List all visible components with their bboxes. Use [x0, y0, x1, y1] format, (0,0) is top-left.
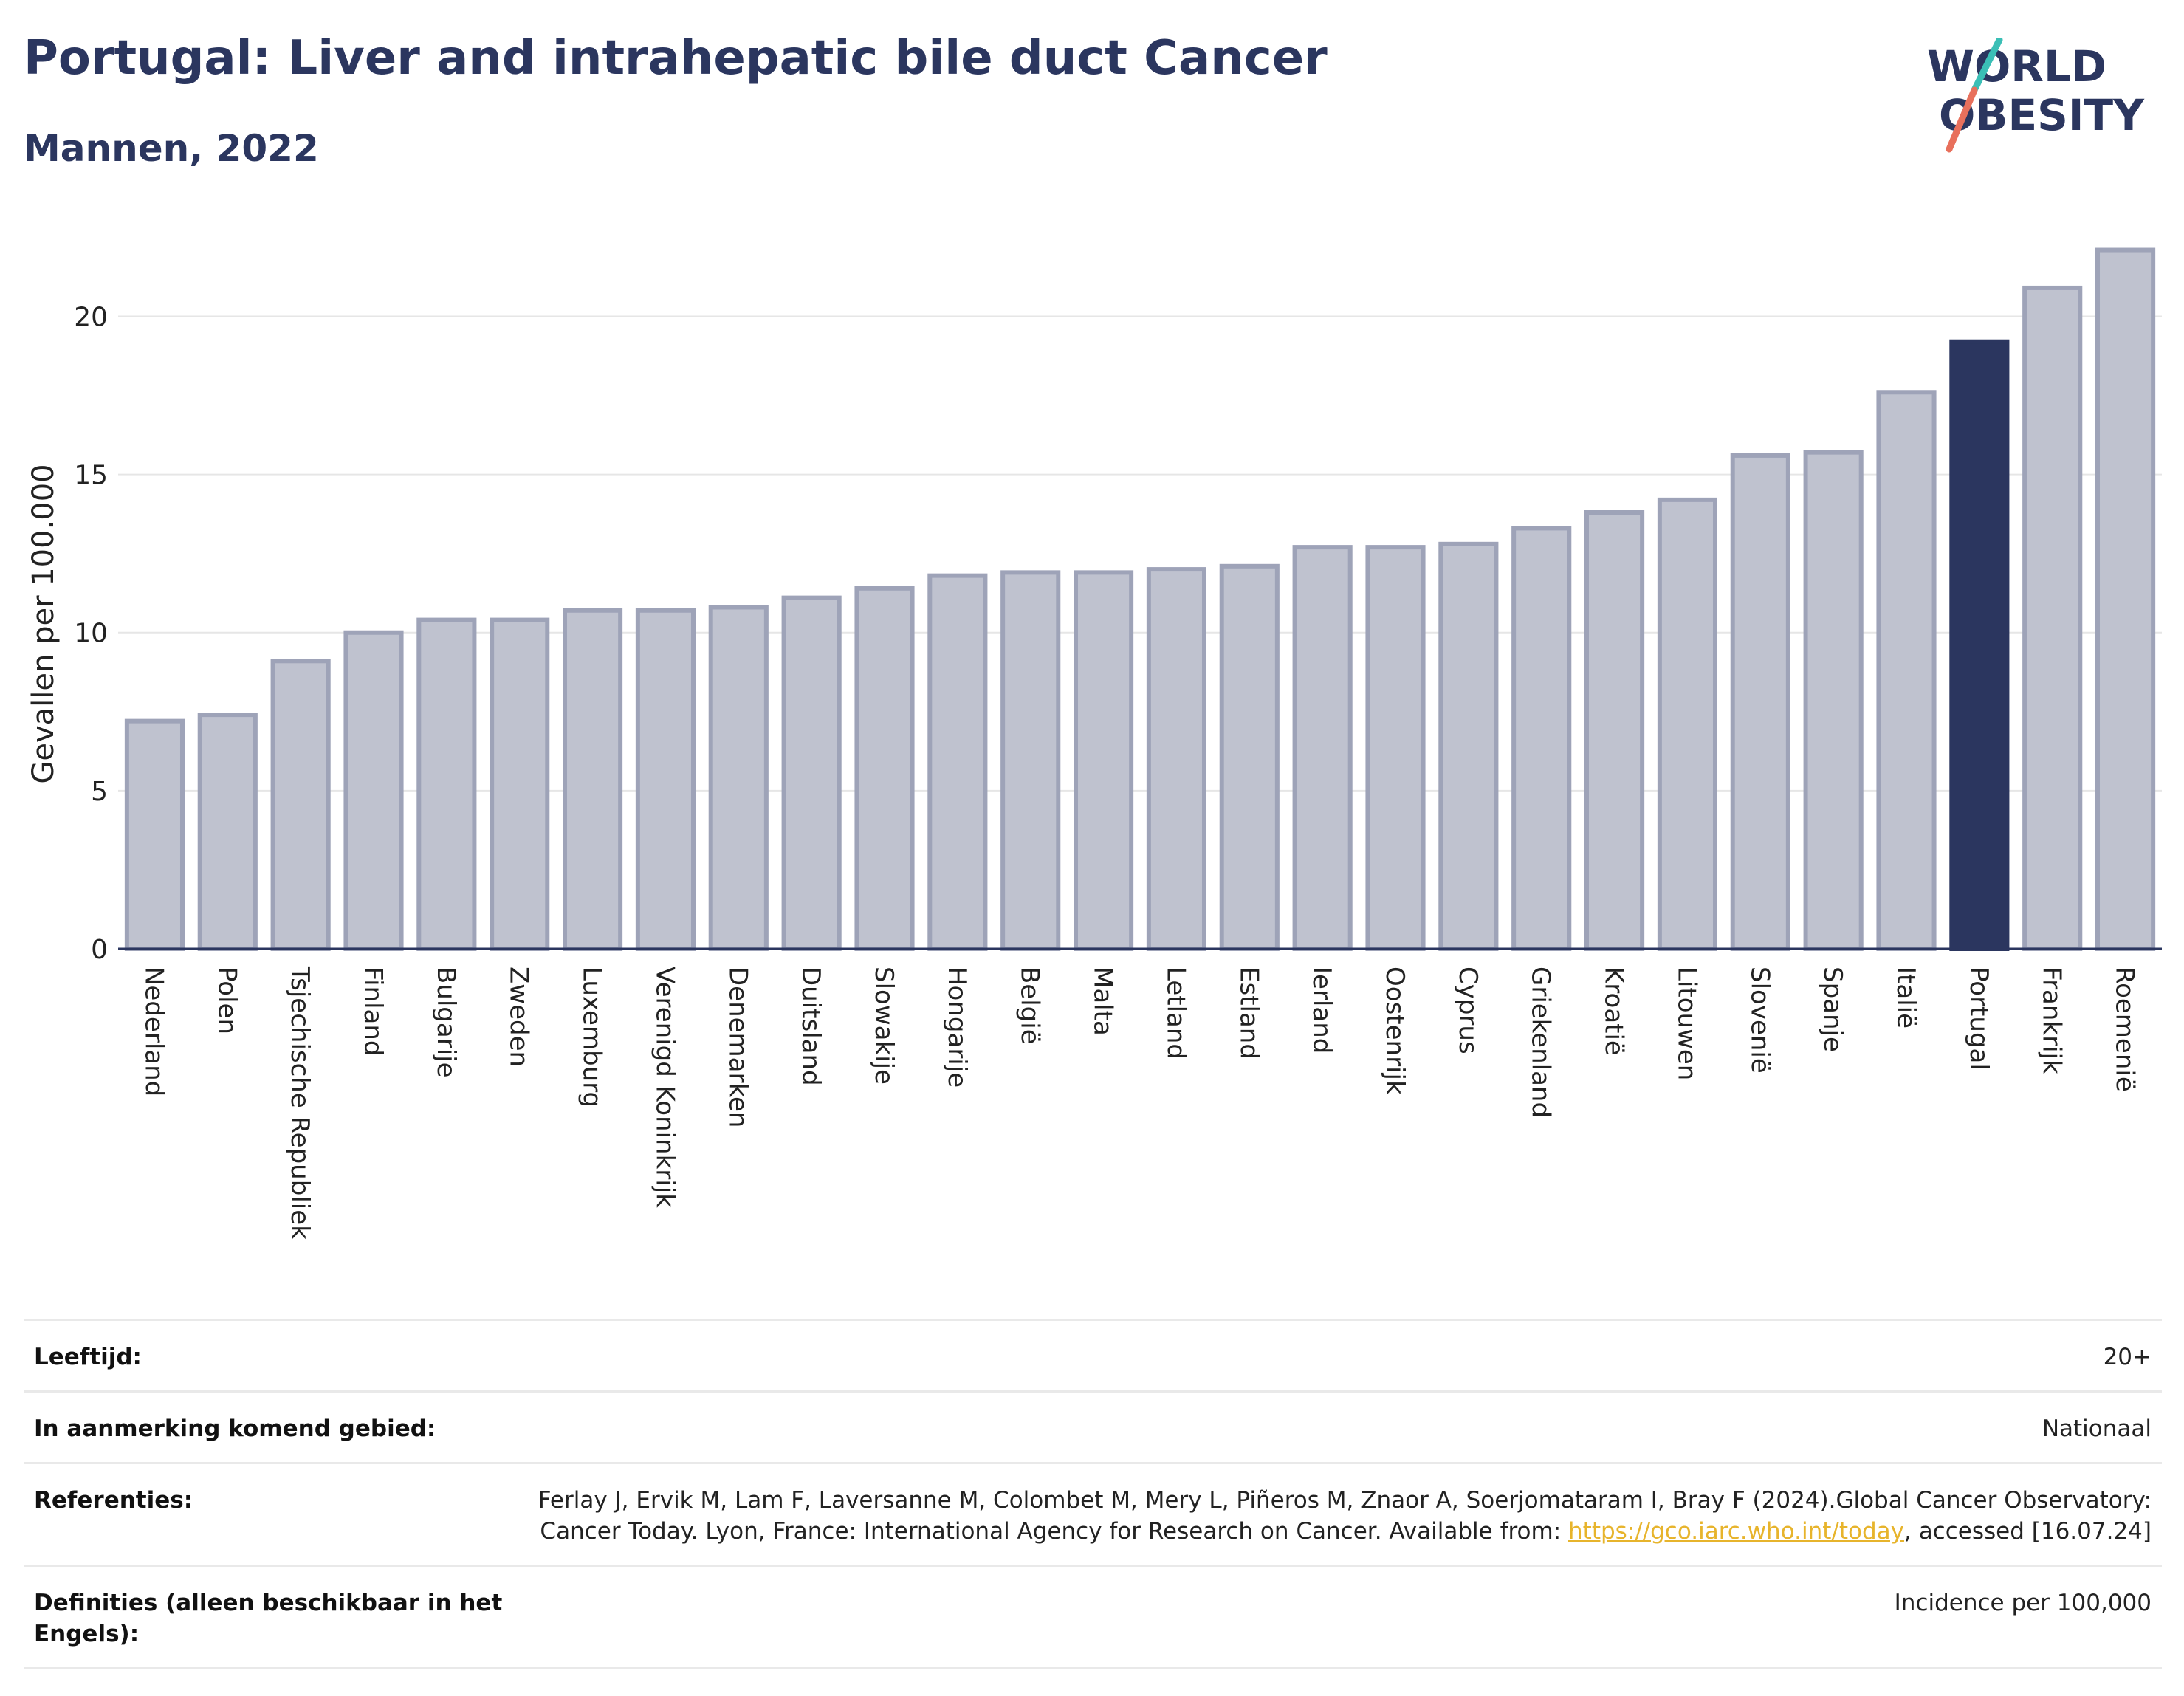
x-tick-label: Polen [212, 967, 241, 1034]
logo-slash-top [1971, 38, 2003, 94]
references-label: Referenties: [34, 1487, 193, 1514]
x-tick-label: Luxemburg [577, 967, 607, 1108]
bar-duitsland[interactable] [781, 595, 842, 951]
bar-hongarije[interactable] [927, 573, 988, 951]
y-tick-label: 10 [74, 619, 108, 649]
y-tick-label: 20 [74, 302, 108, 332]
bar-chart: 0 5 10 15 20 Nederland Polen Tsjechische Republ… [27, 247, 2162, 1240]
x-tick-label: Roemenië [2110, 967, 2140, 1092]
x-tick-label: Hongarije [942, 967, 972, 1088]
bar-estland[interactable] [1219, 563, 1280, 951]
info-row-definitions: Definities (alleen beschikbaar in het En… [24, 1565, 2162, 1669]
x-tick-label: Finland [358, 967, 388, 1057]
x-tick-label: Nederland [139, 967, 168, 1096]
bar-slowakije[interactable] [854, 586, 915, 951]
info-row-area: In aanmerking komend gebied: Nationaal [24, 1390, 2162, 1462]
x-tick-label: Spanje [1818, 967, 1847, 1052]
definitions-value: Incidence per 100,000 [1894, 1590, 2152, 1616]
bar-litouwen[interactable] [1657, 497, 1717, 951]
bar-bulgarije[interactable] [416, 617, 477, 951]
x-tick-label: Italië [1891, 967, 1920, 1029]
x-tick-label: Zweden [504, 967, 534, 1067]
references-text: Ferlay J, Ervik M, Lam F, Laversanne M, … [538, 1487, 2152, 1545]
x-tick-label: Frankrijk [2037, 967, 2067, 1074]
x-tick-label: Slovenië [1745, 967, 1774, 1074]
x-tick-label: Kroatië [1599, 967, 1629, 1056]
chart-subtitle: Mannen, 2022 [24, 127, 319, 170]
y-axis-label: Gevallen per 100.000 [27, 464, 61, 783]
bar-verenigd-koninkrijk[interactable] [635, 608, 696, 951]
x-tick-label: Griekenland [1526, 967, 1556, 1118]
x-tick-label: Cyprus [1453, 967, 1483, 1054]
references-link[interactable]: https://gco.iarc.who.int/today [1568, 1518, 1904, 1545]
definitions-label: Definities (alleen beschikbaar in het En… [34, 1590, 503, 1647]
x-tick-label: Ierland [1307, 967, 1336, 1054]
area-value: Nationaal [2042, 1415, 2152, 1442]
bar-griekenland[interactable] [1511, 526, 1572, 951]
x-tick-label: Estland [1234, 967, 1263, 1060]
info-table: Leeftijd: 20+ In aanmerking komend gebie… [24, 1319, 2162, 1669]
x-tick-label: Duitsland [796, 967, 825, 1086]
bar-tsjechische-republiek[interactable] [270, 659, 331, 951]
bar-denemarken[interactable] [708, 605, 769, 951]
references-value: Ferlay J, Ervik M, Lam F, Laversanne M, … [506, 1485, 2152, 1547]
x-tick-label: Litouwen [1672, 967, 1701, 1080]
y-tick-label: 15 [74, 461, 108, 491]
age-value: 20+ [2103, 1344, 2152, 1370]
area-label: In aanmerking komend gebied: [34, 1415, 436, 1442]
bar-cyprus[interactable] [1438, 541, 1499, 951]
bar-ierland[interactable] [1292, 545, 1353, 951]
bar-oostenrijk[interactable] [1365, 545, 1426, 951]
y-tick-label: 5 [91, 777, 108, 807]
x-tick-label: Letland [1161, 967, 1190, 1060]
bar-polen[interactable] [197, 713, 258, 952]
bars [124, 247, 2156, 952]
x-tick-label: Slowakije [869, 967, 899, 1085]
x-tick-label: Portugal [1964, 967, 1994, 1071]
info-row-references: Referenties: Ferlay J, Ervik M, Lam F, L… [24, 1462, 2162, 1565]
bar-letland[interactable] [1146, 567, 1206, 951]
age-label: Leeftijd: [34, 1344, 142, 1370]
references-accessed: , accessed [16.07.24] [1903, 1518, 2152, 1545]
bar-malta[interactable] [1074, 570, 1134, 951]
bar-spanje[interactable] [1803, 450, 1864, 951]
bar-sloveni-[interactable] [1730, 453, 1790, 951]
logo-slash-bottom [1946, 86, 1978, 153]
bar-belgi-[interactable] [1000, 570, 1061, 951]
world-obesity-logo: WORLD OBESITY [1927, 38, 2145, 153]
bar-portugal[interactable] [1949, 339, 2010, 951]
x-tick-label: Oostenrijk [1380, 967, 1409, 1095]
x-tick-label: België [1015, 967, 1045, 1045]
chart-title: Portugal: Liver and intrahepatic bile du… [24, 31, 1328, 86]
x-tick-label: Bulgarije [431, 967, 461, 1078]
bar-zweden[interactable] [490, 617, 550, 951]
bar-frankrijk[interactable] [2022, 285, 2083, 952]
bar-kroati-[interactable] [1584, 510, 1645, 951]
y-tick-label: 0 [91, 935, 108, 965]
logo-word-1: WORLD [1927, 41, 2106, 92]
x-tick-label: Malta [1088, 967, 1118, 1036]
bar-nederland[interactable] [124, 718, 185, 951]
x-tick-label: Verenigd Koninkrijk [650, 967, 679, 1208]
info-row-age: Leeftijd: 20+ [24, 1319, 2162, 1390]
bar-roemeni-[interactable] [2095, 247, 2156, 952]
x-tick-label: Tsjechische Republiek [285, 966, 315, 1240]
bar-luxemburg[interactable] [563, 608, 623, 951]
x-tick-label: Denemarken [723, 967, 752, 1127]
bar-finland[interactable] [343, 630, 404, 951]
bar-itali-[interactable] [1876, 390, 1937, 951]
tick-labels: 0 5 10 15 20 Nederland Polen Tsjechische Republ… [74, 302, 2139, 1240]
